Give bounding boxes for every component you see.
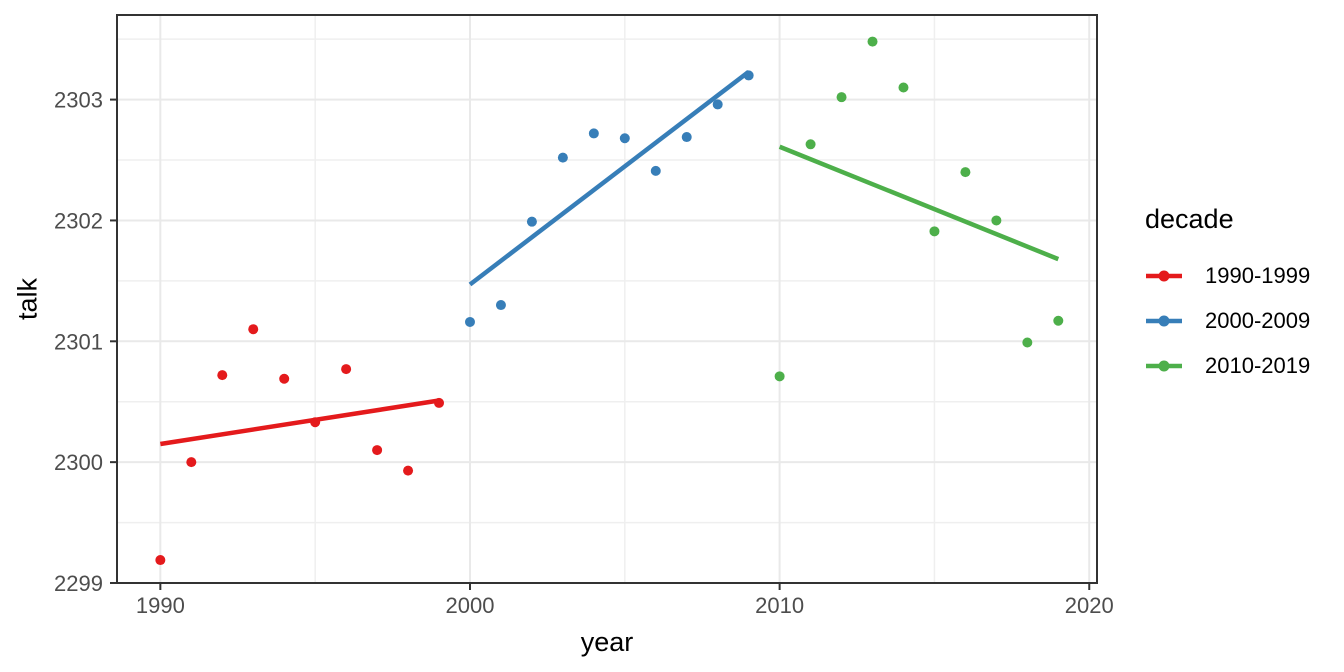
data-point	[310, 417, 321, 428]
y-axis-title: talk	[12, 277, 43, 321]
x-tick-label: 1990	[136, 593, 185, 618]
data-point	[279, 373, 290, 384]
y-tick-label: 2300	[54, 450, 103, 475]
data-point	[681, 132, 692, 143]
legend-key-line-point-icon	[1146, 360, 1182, 371]
trend-line	[468, 70, 751, 287]
data-point	[186, 457, 197, 468]
data-point	[217, 370, 228, 381]
legend: decade 1990-1999 2000-2009 2010-2019	[1145, 204, 1310, 399]
data-point	[403, 465, 414, 476]
data-point	[434, 397, 445, 408]
data-point	[248, 324, 259, 335]
data-point	[960, 167, 971, 178]
data-point	[495, 300, 506, 311]
data-point	[712, 99, 723, 110]
x-tick-label: 2010	[755, 593, 804, 618]
data-point	[341, 364, 352, 375]
trend-line	[160, 398, 440, 447]
x-axis-title: year	[580, 627, 634, 657]
data-point	[619, 133, 630, 144]
data-point	[867, 36, 878, 47]
legend-key-line-point-icon	[1146, 270, 1182, 281]
data-point	[836, 92, 847, 103]
data-point	[743, 70, 754, 81]
y-tick-label: 2299	[54, 571, 103, 596]
y-tick-label: 2301	[54, 329, 103, 354]
data-point	[929, 226, 940, 237]
data-point	[588, 128, 599, 139]
y-tick-label: 2302	[54, 208, 103, 233]
data-point	[1053, 315, 1064, 326]
legend-label: 2010-2019	[1205, 352, 1311, 378]
legend-key-line-point-icon	[1146, 315, 1182, 326]
data-point	[1022, 337, 1033, 348]
data-point	[464, 316, 475, 327]
data-point	[557, 152, 568, 163]
legend-item: 2000-2009	[1145, 307, 1311, 333]
data-point	[805, 139, 816, 150]
data-point	[991, 215, 1002, 226]
panel-background	[117, 15, 1097, 583]
legend-label: 2000-2009	[1205, 307, 1311, 333]
legend-item: 2010-2019	[1145, 352, 1311, 378]
y-tick-label: 2303	[54, 88, 103, 113]
data-point	[650, 165, 661, 176]
legend-title: decade	[1145, 204, 1234, 234]
data-point	[526, 216, 537, 227]
x-tick-label: 2020	[1065, 593, 1114, 618]
legend-label: 1990-1999	[1205, 262, 1311, 288]
data-point	[774, 371, 785, 382]
panel-border	[116, 14, 1098, 584]
legend-item: 1990-1999	[1145, 262, 1311, 288]
x-tick-label: 2000	[446, 593, 495, 618]
data-point	[372, 445, 383, 456]
data-point	[155, 555, 166, 566]
data-point	[898, 82, 909, 93]
trend-line	[778, 144, 1060, 262]
